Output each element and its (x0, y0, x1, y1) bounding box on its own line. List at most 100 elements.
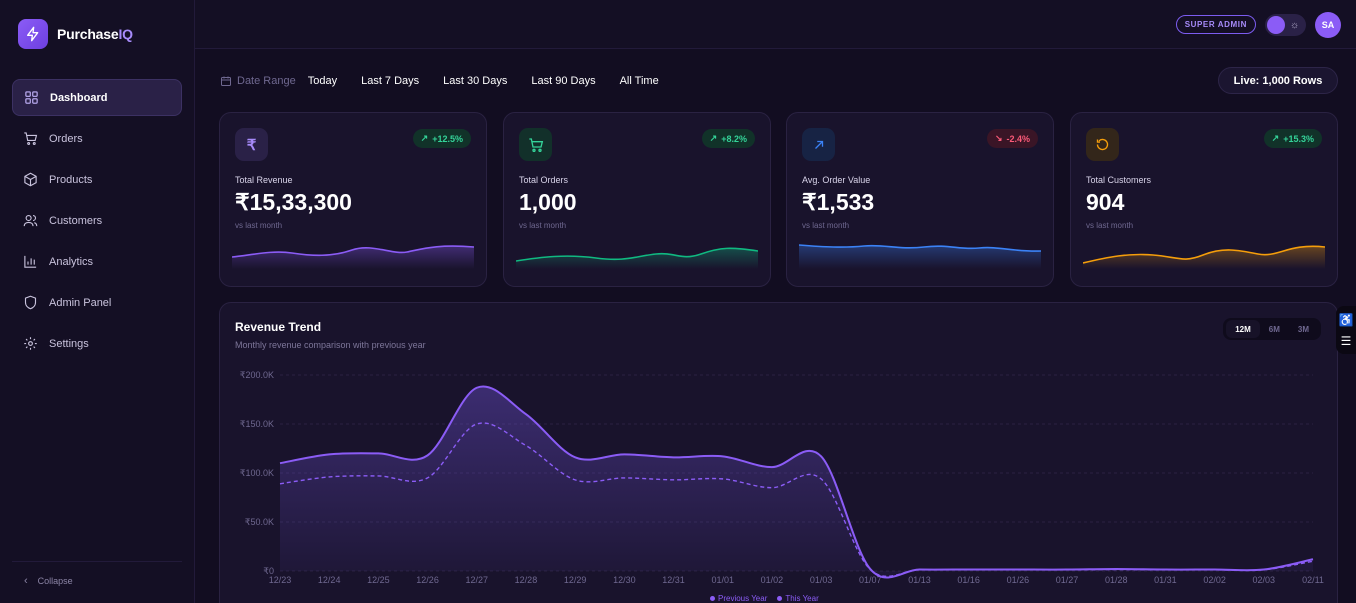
x-tick-label: 01/01 (711, 575, 734, 585)
x-tick-label: 01/03 (810, 575, 833, 585)
box-icon (24, 172, 37, 187)
filter-last-7-days[interactable]: Last 7 Days (361, 75, 420, 87)
sidebar-item-orders[interactable]: Orders (12, 120, 182, 157)
x-tick-label: 01/07 (859, 575, 882, 585)
sparkline (232, 245, 474, 269)
floating-tools: ♿ ☰ (1336, 306, 1356, 354)
chart-legend: Previous Year This Year (710, 594, 819, 603)
kpi-value: 1,000 (519, 189, 577, 215)
series-area-this-year (280, 386, 1313, 578)
x-tick-label: 01/28 (1105, 575, 1128, 585)
kpi-subtext: vs last month (519, 221, 567, 230)
y-tick-label: ₹100.0K (240, 468, 274, 478)
sidebar: PurchaseIQ Dashboard Orders Products Cus… (0, 0, 195, 603)
series-line-this-year (279, 385, 1314, 579)
kpi-card-avg-order-value[interactable]: ↘ -2.4% Avg. Order Value ₹1,533 vs last m… (786, 112, 1054, 287)
sidebar-item-label: Analytics (49, 255, 94, 268)
x-tick-label: 01/13 (908, 575, 931, 585)
refresh-icon (1086, 128, 1119, 161)
trend-up-icon: ↗ (1271, 133, 1280, 143)
theme-toggle[interactable]: ☼ (1265, 14, 1306, 36)
sparkline (1083, 245, 1325, 269)
live-rows-chip[interactable]: Live: 1,000 Rows (1218, 67, 1338, 94)
sun-icon: ☼ (1290, 19, 1300, 31)
range-tabs: 12M 6M 3M (1223, 318, 1321, 340)
tab-3m[interactable]: 3M (1297, 324, 1309, 334)
x-tick-label: 12/23 (269, 575, 292, 585)
x-tick-label: 01/16 (957, 575, 980, 585)
sidebar-item-label: Customers (49, 214, 103, 227)
tab-12m[interactable]: 12M (1226, 320, 1260, 338)
filter-last-90-days[interactable]: Last 90 Days (531, 75, 596, 87)
kpi-subtext: vs last month (1086, 221, 1134, 230)
x-tick-label: 01/27 (1056, 575, 1079, 585)
change-badge: ↗ +15.3% (1263, 129, 1322, 148)
kpi-label: Avg. Order Value (802, 175, 871, 185)
arrow-up-right-icon (802, 128, 835, 161)
x-tick-label: 01/26 (1007, 575, 1030, 585)
kpi-subtext: vs last month (802, 221, 850, 230)
sidebar-item-dashboard[interactable]: Dashboard (12, 79, 182, 116)
brand[interactable]: PurchaseIQ (18, 19, 133, 49)
kpi-label: Total Revenue (235, 175, 293, 185)
x-tick-label: 12/31 (662, 575, 685, 585)
chart-title: Revenue Trend (235, 320, 322, 334)
change-badge: ↘ -2.4% (986, 129, 1038, 148)
collapse-label: Collapse (37, 576, 73, 586)
sidebar-item-analytics[interactable]: Analytics (12, 243, 182, 280)
x-tick-label: 12/27 (465, 575, 488, 585)
x-tick-label: 01/31 (1154, 575, 1177, 585)
kpi-label: Total Orders (519, 175, 569, 185)
sidebar-item-products[interactable]: Products (12, 161, 182, 198)
dashboard-icon (25, 91, 38, 104)
sidebar-item-label: Settings (49, 337, 89, 350)
collapse-button[interactable]: ‹ Collapse (12, 561, 182, 587)
x-tick-label: 12/26 (416, 575, 439, 585)
x-tick-label: 12/25 (367, 575, 390, 585)
lightning-icon (18, 19, 48, 49)
avatar[interactable]: SA (1315, 12, 1341, 38)
x-tick-label: 12/24 (318, 575, 341, 585)
x-tick-label: 12/28 (515, 575, 538, 585)
cart-icon (519, 128, 552, 161)
role-badge: SUPER ADMIN (1175, 15, 1256, 34)
change-badge: ↗ +8.2% (701, 129, 755, 148)
sidebar-item-label: Dashboard (50, 91, 108, 104)
x-tick-label: 12/30 (613, 575, 636, 585)
revenue-trend-card: Revenue Trend Monthly revenue comparison… (219, 302, 1338, 603)
bar-chart-icon (24, 255, 37, 268)
sidebar-item-settings[interactable]: Settings (12, 325, 182, 362)
kpi-card-customers[interactable]: ↗ +15.3% Total Customers 904 vs last mont… (1070, 112, 1338, 287)
trend-down-icon: ↘ (994, 133, 1003, 143)
trend-up-icon: ↗ (709, 133, 718, 143)
gear-icon (24, 337, 37, 350)
chevron-left-icon: ‹ (24, 575, 28, 587)
legend-this-year[interactable]: This Year (777, 594, 819, 603)
legend-previous-year[interactable]: Previous Year (710, 594, 767, 603)
tab-6m[interactable]: 6M (1268, 324, 1280, 334)
kpi-card-orders[interactable]: ↗ +8.2% Total Orders 1,000 vs last month (503, 112, 771, 287)
x-tick-label: 02/02 (1203, 575, 1226, 585)
y-tick-label: ₹150.0K (240, 419, 274, 429)
filter-last-30-days[interactable]: Last 30 Days (443, 75, 508, 87)
filter-all-time[interactable]: All Time (619, 75, 659, 87)
kpi-subtext: vs last month (235, 221, 283, 230)
kpi-value: ₹1,533 (802, 189, 875, 215)
y-tick-label: ₹0 (263, 566, 274, 576)
calendar-icon (221, 76, 231, 86)
change-badge: ↗ +12.5% (412, 129, 471, 148)
kpi-card-revenue[interactable]: ₹ ↗ +12.5% Total Revenue ₹15,33,300 vs la… (219, 112, 487, 287)
menu-icon[interactable]: ☰ (1340, 333, 1352, 348)
shield-icon (24, 295, 37, 310)
filter-today[interactable]: Today (307, 75, 338, 87)
date-range-filter: Date Range Today Last 7 Days Last 30 Day… (220, 70, 683, 92)
kpi-value: ₹15,33,300 (235, 189, 352, 215)
x-tick-label: 01/02 (761, 575, 784, 585)
accessibility-icon[interactable]: ♿ (1338, 312, 1354, 327)
sidebar-item-admin-panel[interactable]: Admin Panel (12, 284, 182, 321)
sidebar-item-customers[interactable]: Customers (12, 202, 182, 239)
sparkline (516, 247, 758, 269)
kpi-value: 904 (1086, 189, 1125, 215)
users-icon (23, 214, 38, 227)
